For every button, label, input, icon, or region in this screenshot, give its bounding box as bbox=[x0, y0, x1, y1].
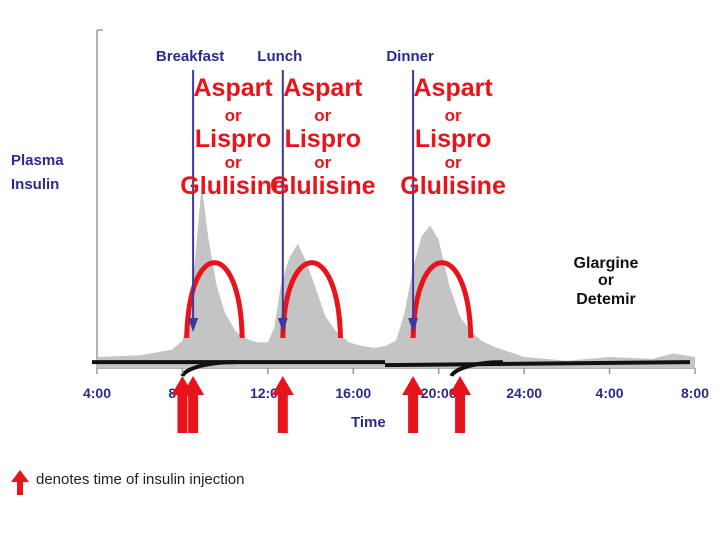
injection-arrow-2 bbox=[182, 376, 205, 433]
legend-text: denotes time of insulin injection bbox=[36, 471, 244, 488]
injection-arrow-5 bbox=[449, 376, 472, 433]
x-tick-label-5: 20:00 bbox=[421, 385, 457, 401]
rapid-acting-curve-1 bbox=[184, 260, 245, 339]
legend: denotes time of insulin injection bbox=[11, 470, 244, 495]
rapid-acting-label-3-line-1: Aspart bbox=[413, 74, 493, 102]
basal-line-segment-2 bbox=[384, 360, 691, 368]
rapid-acting-label-3-line-3: Lispro bbox=[415, 125, 491, 153]
basal-label-line-2: or bbox=[598, 272, 614, 289]
meal-arrow-head-1 bbox=[188, 318, 199, 332]
rapid-acting-label-1-line-4: or bbox=[225, 153, 242, 172]
rapid-acting-label-2-line-2: or bbox=[314, 106, 331, 125]
basal-label-line-3: Detemir bbox=[576, 291, 636, 308]
rapid-acting-label-3-line-2: or bbox=[445, 106, 462, 125]
x-tick-label-8: 8:00 bbox=[681, 385, 709, 401]
x-tick-label-6: 24:00 bbox=[506, 385, 542, 401]
rapid-acting-label-1-line-2: or bbox=[225, 106, 242, 125]
meal-label-breakfast: Breakfast bbox=[156, 48, 224, 65]
rapid-acting-label-1-line-5: Glulisine bbox=[180, 172, 286, 200]
x-tick-label-4: 16:00 bbox=[335, 385, 371, 401]
basal-label-line-1: Glargine bbox=[574, 255, 639, 272]
x-axis-label: Time bbox=[351, 414, 386, 431]
rapid-acting-label-2-line-5: Glulisine bbox=[270, 172, 376, 200]
basal-onset-curve-1 bbox=[180, 360, 236, 378]
meal-label-dinner: Dinner bbox=[386, 48, 434, 65]
y-axis-label-line-1: Plasma bbox=[11, 152, 64, 169]
meal-label-lunch: Lunch bbox=[257, 48, 302, 65]
meal-arrow-head-2 bbox=[277, 318, 288, 332]
injection-arrow-3 bbox=[271, 376, 294, 433]
x-tick-label-1: 4:00 bbox=[83, 385, 111, 401]
rapid-acting-label-3-line-5: Glulisine bbox=[400, 172, 506, 200]
basal-onset-curve-2 bbox=[449, 360, 503, 378]
rapid-acting-curve-3 bbox=[410, 260, 474, 339]
rapid-acting-curve-2 bbox=[280, 260, 343, 339]
legend-arrow-icon bbox=[11, 470, 29, 495]
rapid-acting-label-3-line-4: or bbox=[445, 153, 462, 172]
y-axis-label-line-2: Insulin bbox=[11, 176, 59, 193]
meal-arrow-head-3 bbox=[408, 318, 419, 332]
rapid-acting-label-1-line-3: Lispro bbox=[195, 125, 271, 153]
rapid-acting-label-1-line-1: Aspart bbox=[194, 74, 274, 102]
rapid-acting-label-2-line-1: Aspart bbox=[283, 74, 363, 102]
x-tick-label-7: 4:00 bbox=[596, 385, 624, 401]
rapid-acting-label-2-line-3: Lispro bbox=[285, 125, 361, 153]
rapid-acting-label-2-line-4: or bbox=[314, 153, 331, 172]
injection-arrow-4 bbox=[402, 376, 425, 433]
